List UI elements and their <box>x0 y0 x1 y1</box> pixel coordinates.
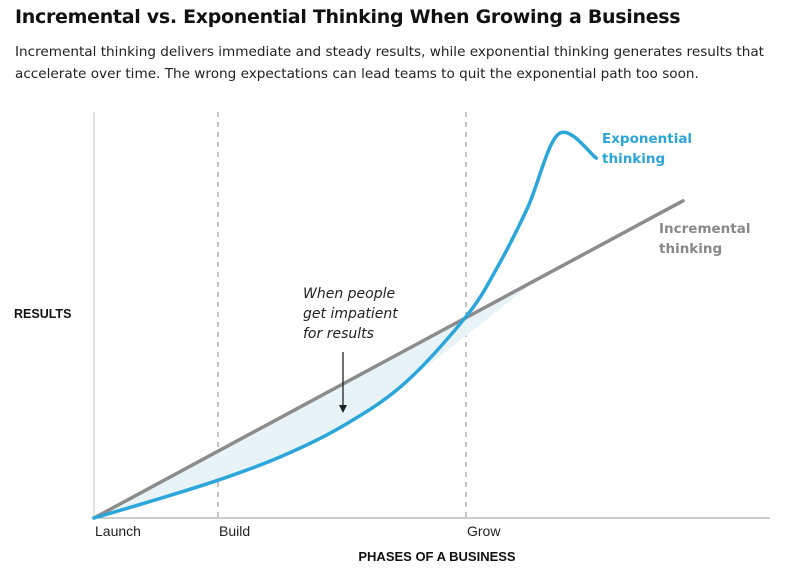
annotation-arrowhead <box>339 405 347 413</box>
page-title: Incremental vs. Exponential Thinking Whe… <box>15 6 681 28</box>
exponential-thinking-line <box>92 130 598 520</box>
x-tick-label-build: Build <box>219 523 250 539</box>
x-tick-label-launch: Launch <box>95 523 141 539</box>
incremental-thinking-line <box>92 199 685 520</box>
page-subtitle: Incremental thinking delivers immediate … <box>15 44 765 82</box>
incremental-series-label-line2: thinking <box>659 241 722 257</box>
x-axis-label: PHASES OF A BUSINESS <box>358 549 516 564</box>
incremental-series-label-line1: Incremental <box>659 221 750 237</box>
annotation-line-2: get impatient <box>303 306 398 322</box>
annotation-line-3: for results <box>303 326 374 342</box>
exponential-series-label-line1: Exponential <box>602 131 692 147</box>
annotation-line-1: When people <box>303 286 395 302</box>
exponential-series-label-line2: thinking <box>602 151 665 167</box>
x-tick-label-grow: Grow <box>467 523 501 539</box>
y-axis-label: RESULTS <box>14 307 71 321</box>
